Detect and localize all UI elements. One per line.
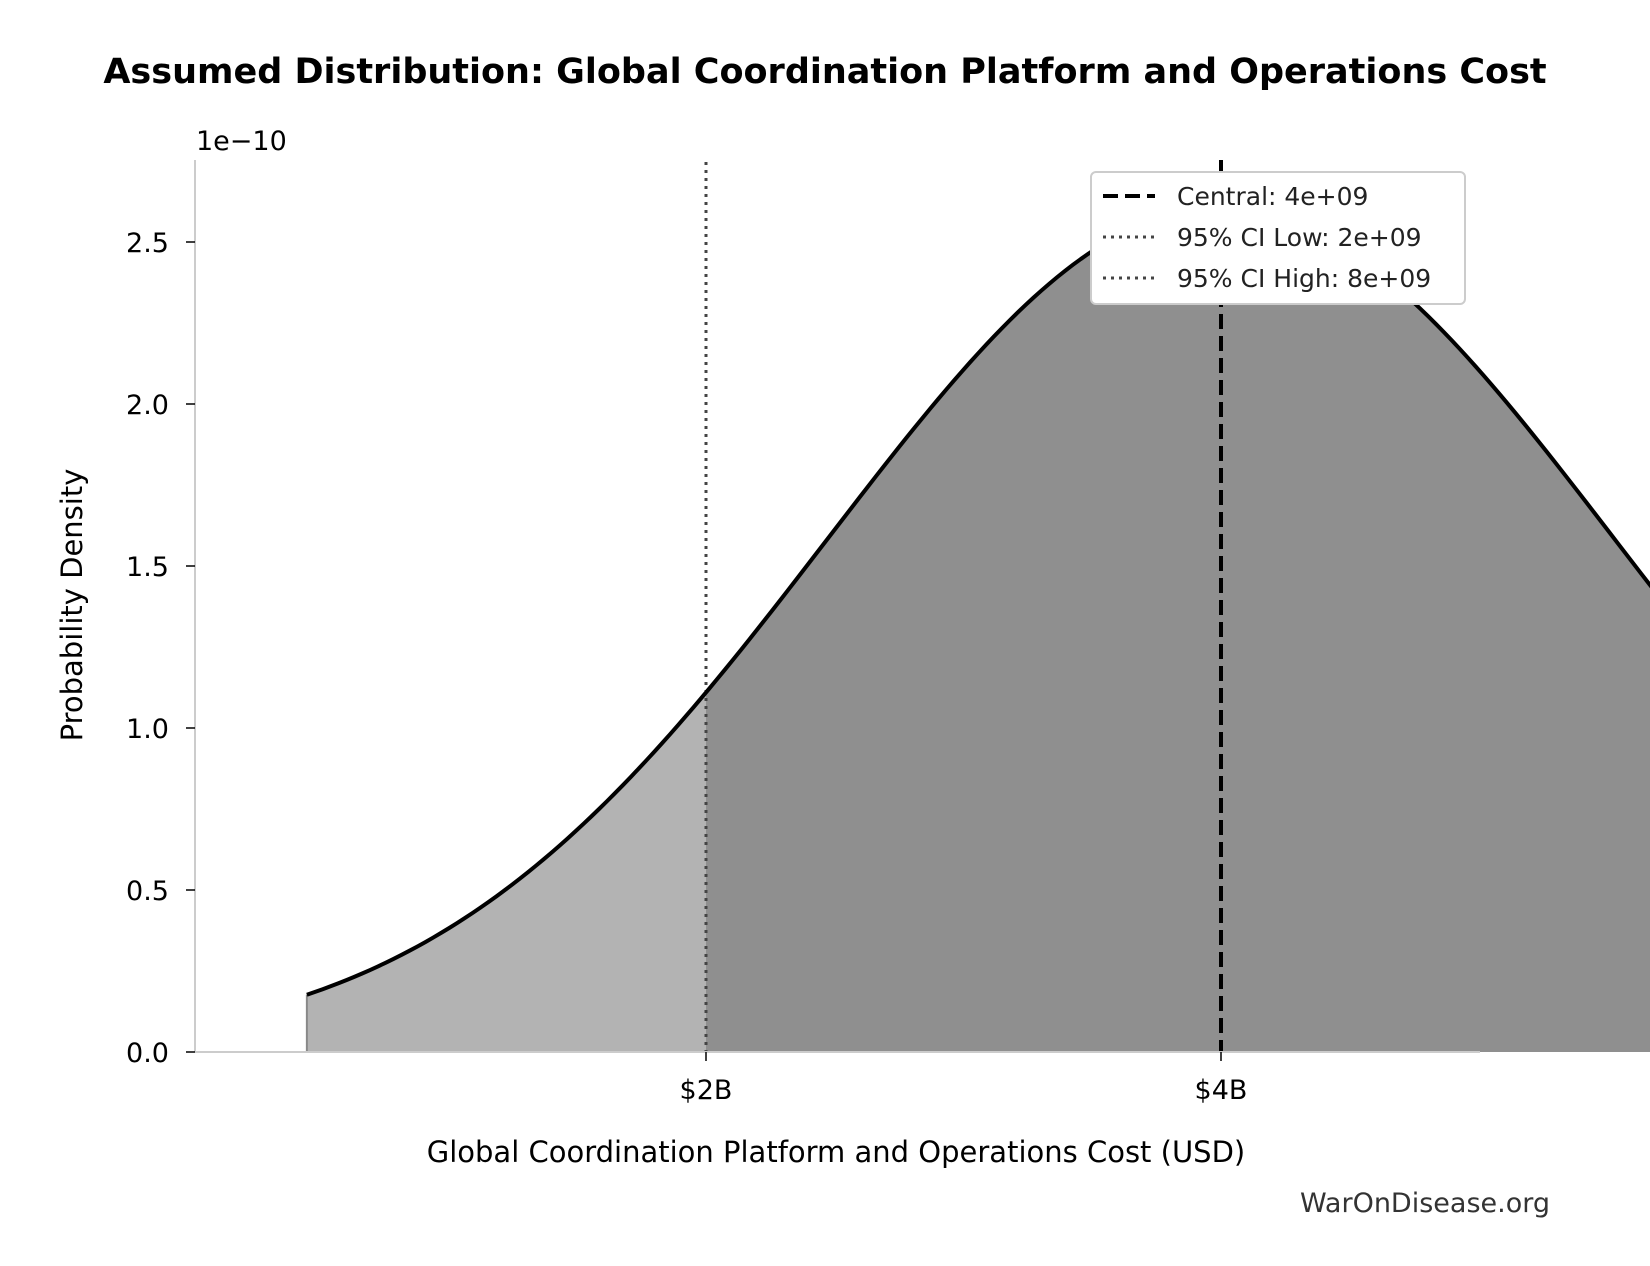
y-tick-label: 0.5: [126, 876, 169, 907]
reference-lines-group: [704, 160, 1223, 1052]
legend-central-label: Central: 4e+09: [1177, 182, 1368, 211]
y-axis-label: Probability Density: [55, 469, 89, 742]
x-tick-label: $4B: [1195, 1075, 1248, 1106]
legend-box: [1090, 171, 1466, 305]
legend: Central: 4e+09 95% CI Low: 2e+09 95% CI …: [1090, 171, 1466, 305]
y-multiplier-label: 1e−10: [196, 126, 287, 157]
density-fill-group: [305, 207, 1650, 1052]
x-ticks-group: $2B$4B$6B$8B: [680, 1052, 1248, 1106]
y-tick-label: 1.5: [126, 552, 169, 583]
density-curve-group: [306, 205, 1650, 997]
legend-ci-high-label: 95% CI High: 8e+09: [1177, 264, 1431, 293]
axes-group: [194, 160, 1480, 1053]
y-tick-label: 1.0: [126, 714, 169, 745]
y-tick-label: 2.0: [126, 390, 169, 421]
x-axis-label: Global Coordination Platform and Operati…: [427, 1135, 1246, 1169]
chart-title: Assumed Distribution: Global Coordinatio…: [103, 52, 1547, 92]
y-tick-label: 0.0: [126, 1038, 169, 1069]
y-tick-label: 2.5: [126, 228, 169, 259]
y-ticks-group: 0.0 0.5 1.0 1.5 2.0 2.5: [126, 228, 195, 1069]
x-tick-label: $2B: [680, 1075, 733, 1106]
density-fill-ci: [706, 207, 1650, 1052]
watermark: WarOnDisease.org: [1299, 1188, 1550, 1219]
legend-ci-low-label: 95% CI Low: 2e+09: [1177, 223, 1422, 252]
density-curve: [306, 205, 1650, 997]
